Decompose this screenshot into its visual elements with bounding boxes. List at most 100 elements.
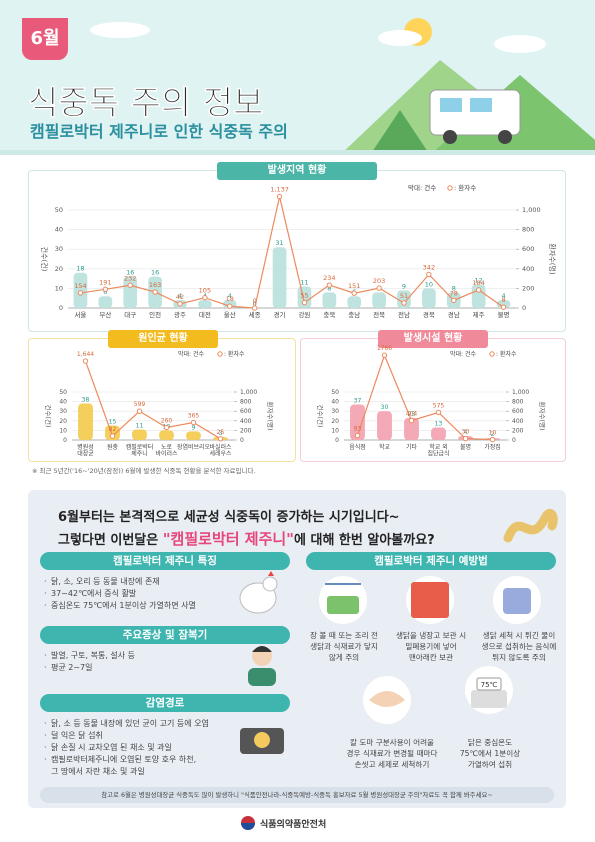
x-tick-label: 원충 [107, 443, 119, 451]
x-tick-label: 인천 [149, 310, 161, 319]
x-tick-label: 노로 바이러스 [155, 444, 178, 458]
bar [132, 429, 147, 440]
symptom-list: 발열, 구토, 복통, 설사 등평균 2~7일 [44, 650, 234, 674]
x-tick-label: 강원 [298, 310, 310, 319]
chart-title: 원인균 현황 [108, 330, 218, 348]
bar-label: 9 [192, 424, 196, 431]
x-tick-label: 대전 [199, 310, 211, 319]
bar-label: 37 [354, 397, 362, 404]
legend-label: : 환자수 [496, 350, 517, 358]
list-item: 중심온도 75℃에서 1분이상 가열하면 사멸 [44, 600, 234, 612]
y-tick-label: 30 [59, 408, 67, 415]
y-tick-label: 0 [63, 437, 67, 444]
x-tick-label: 경남 [448, 310, 460, 319]
month-badge: 6월 [22, 18, 68, 60]
bar-label: 2 [491, 431, 495, 438]
x-tick-label: 기타 [406, 443, 418, 451]
bar [297, 286, 312, 308]
point-label: 55 [300, 292, 308, 300]
x-tick-label: 불명 [498, 310, 510, 319]
point-label: 599 [134, 401, 146, 408]
point-label: 0 [253, 297, 257, 305]
point [102, 286, 109, 292]
y2-tick-label: 200 [512, 427, 524, 434]
y2-tick-label: 800 [522, 226, 534, 234]
point [136, 408, 143, 414]
section-title: 주요증상 및 잠복기 [40, 626, 290, 644]
bar [123, 276, 138, 308]
bar [350, 404, 365, 440]
legend-label: 막대: 건수 [408, 183, 436, 192]
point [475, 287, 482, 293]
x-tick-label: 학교 외 집단급식 [427, 443, 449, 458]
y-tick-label: 40 [59, 399, 67, 406]
legend-symbol [217, 351, 223, 357]
point-label: 51 [400, 292, 408, 300]
point-label: 78 [450, 289, 458, 297]
x-tick-label: 전북 [373, 310, 385, 319]
legend-label: : 환자수 [454, 183, 476, 192]
y-tick-label: 10 [55, 284, 63, 292]
y2-tick-label: 200 [240, 427, 252, 434]
point [381, 352, 388, 358]
bar [159, 430, 174, 440]
route-list: 닭, 소 등 동물 내장에 있던 균이 고기 등에 오염덜 익은 닭 섭취닭 손… [44, 718, 239, 778]
bar-label: 4 [228, 292, 232, 300]
y-tick-label: 50 [331, 389, 339, 396]
bar [322, 292, 337, 308]
y2-tick-label: 400 [240, 418, 252, 425]
x-tick-label: 대구 [124, 311, 136, 319]
y-axis-title: 건수(건) [44, 404, 53, 427]
point [251, 305, 258, 311]
point-label: 232 [124, 274, 136, 282]
y-tick-label: 20 [55, 265, 63, 273]
bar-label: 8 [452, 284, 456, 292]
chart: 0 10 20 30 40 50 0 200 400 600 800 1,000 건수(건) 환자수(명)… [316, 345, 547, 458]
point [190, 419, 197, 426]
bar [186, 431, 201, 440]
bar [377, 411, 392, 440]
bacteria-icon [503, 509, 558, 543]
prevention-caption: 생닭 세척 시 튀긴 물이 생으로 섭취하는 음식에 튀지 않도록 주의 [481, 631, 557, 662]
intro-line: 그렇다면 이번달은 "캠필로박터 제주니"에 대해 한번 알아볼까요? [58, 528, 435, 549]
chicken-icon [239, 571, 278, 614]
bar [347, 296, 362, 308]
logo-text: 식품의약품안전처 [260, 820, 327, 830]
point [408, 417, 415, 424]
bar [431, 427, 446, 440]
point-label: 404 [406, 411, 418, 418]
point [426, 271, 432, 278]
x-tick-label: 전남 [398, 310, 410, 319]
note: 참고로 6월은 병원성대장균 식중독도 많이 발생하니 "식품안전나라-식중독예… [40, 787, 554, 803]
point [500, 304, 507, 310]
y2-axis-title: 환자수(명) [548, 243, 557, 274]
y-tick-label: 0 [59, 304, 63, 312]
list-item: 37~42℃에서 증식 활발 [44, 588, 234, 600]
point [109, 433, 116, 439]
point [227, 303, 233, 309]
bar-label: 4 [178, 292, 182, 300]
list-item: 캠필로박터제주니에 오염된 토양 호우 하천, 그 땅에서 자란 채소 및 과일 [44, 754, 239, 778]
intro-text: 에 대해 한번 알아볼까요? [294, 533, 435, 548]
line [356, 353, 493, 441]
bar [198, 300, 212, 308]
y-axis-title: 건수(건) [40, 247, 49, 272]
y-tick-label: 50 [59, 389, 67, 396]
point [163, 424, 170, 431]
bar-label: 6 [103, 288, 107, 296]
legend-label: : 환자수 [224, 350, 245, 358]
point [276, 193, 283, 200]
y-tick-label: 0 [335, 437, 339, 444]
intro-highlight: "캠필로박터 제주니" [162, 530, 294, 548]
x-tick-label: 장염비브리오 [177, 443, 211, 451]
list-item: 평균 2~7일 [44, 662, 234, 674]
y2-tick-label: 600 [522, 245, 534, 253]
bar [105, 425, 120, 440]
y-tick-label: 40 [55, 226, 63, 234]
point-label: 25 [217, 429, 225, 436]
y-axis-title: 건수(건) [316, 404, 325, 427]
bar-label: 11 [136, 422, 144, 429]
point-label: 184 [472, 279, 484, 287]
point [82, 358, 89, 364]
bar [397, 290, 411, 308]
